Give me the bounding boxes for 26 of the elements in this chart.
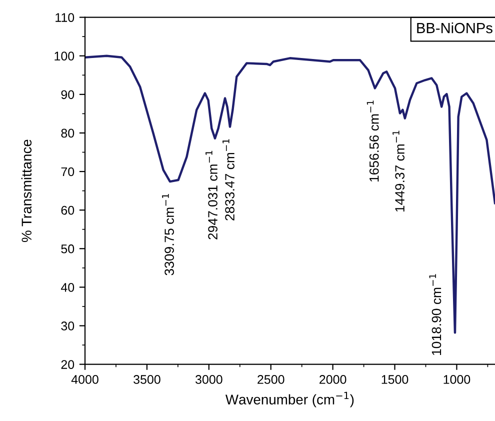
y-tick-label: 60: [61, 206, 74, 215]
x-tick-label: 2000: [320, 375, 346, 384]
x-tick-label: 3000: [195, 375, 222, 384]
annotation: BB-NiONPs: [417, 22, 492, 34]
x-tick-label: 3500: [134, 375, 160, 384]
x-tick-label: 1500: [382, 375, 408, 384]
y-tick-label: 20: [61, 360, 74, 369]
y-tick-label: 90: [61, 90, 74, 100]
annotation: 2947.031 cm$^{−1}$: [206, 150, 218, 240]
annotation: 3309.75 cm$^{−1}$: [162, 194, 174, 276]
y-axis-title: % Transmittance: [21, 140, 32, 242]
x-axis-title: Wavenumber (cm$^{−1}$): [225, 392, 354, 408]
y-tick-label: 40: [60, 282, 74, 292]
annotation: 2833.47 cm$^{−1}$: [222, 139, 234, 220]
y-tick-label: 50: [61, 244, 74, 254]
x-tick-label: 1000: [444, 375, 470, 384]
annotation: 1018.90 cm$^{−1}$: [429, 274, 442, 355]
y-tick-label: 110: [56, 13, 74, 22]
y-tick-label: 100: [54, 52, 74, 61]
x-tick-label: 2500: [258, 375, 284, 384]
y-tick-label: 80: [61, 128, 74, 138]
annotation: 1656.56 cm$^{−1}$: [366, 100, 379, 182]
x-tick-label: 4000: [71, 375, 98, 384]
y-tick-label: 30: [61, 322, 74, 330]
y-tick-label: 70: [61, 167, 74, 176]
annotation: 1449.37 cm$^{−1}$: [392, 130, 404, 212]
